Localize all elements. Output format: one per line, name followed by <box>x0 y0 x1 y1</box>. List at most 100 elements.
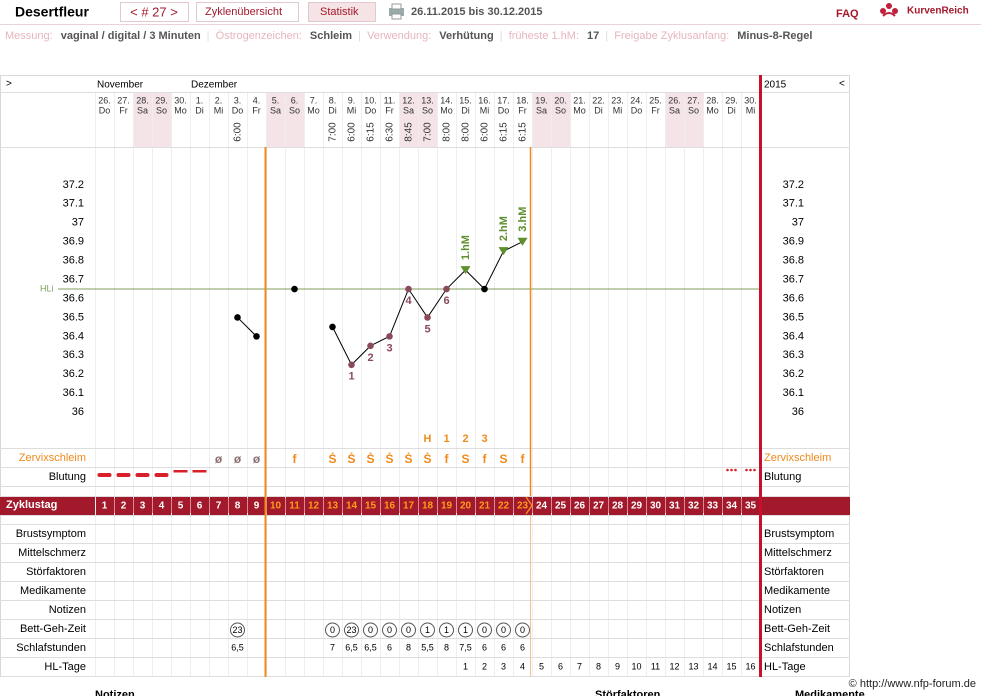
bed-time-circle <box>325 622 340 638</box>
row-label: Zyklustag <box>6 499 57 511</box>
measure-time: 6:30 <box>385 122 396 142</box>
measure-time: 6:15 <box>518 122 529 142</box>
bed-time: 23 <box>232 625 242 635</box>
bed-time-circle <box>439 622 454 638</box>
cycle-day: 35 <box>745 501 757 512</box>
mucus-symbol: ø <box>234 452 242 466</box>
mucus-symbol: f <box>521 452 526 466</box>
logo-text[interactable]: KurvenReich <box>907 6 969 17</box>
logo-dot <box>886 3 892 9</box>
bleeding-medium <box>173 470 188 473</box>
cycle-day: 21 <box>479 501 491 512</box>
bleeding-spot <box>730 468 733 472</box>
cycle-box[interactable] <box>120 2 189 22</box>
print-icon[interactable] <box>389 3 404 20</box>
tab-box[interactable] <box>196 2 299 22</box>
separator: | <box>207 30 210 42</box>
cycle-day: 20 <box>460 501 472 512</box>
day-weekday: Fr <box>518 105 527 115</box>
temperature-point <box>424 314 431 321</box>
mucus-symbol: Ṡ <box>347 451 355 466</box>
day-date: 15. <box>459 95 472 105</box>
bed-time-circle <box>420 622 435 638</box>
logo-icon[interactable] <box>880 3 898 17</box>
cycle-day: 25 <box>555 501 567 512</box>
month-label: November <box>97 80 144 91</box>
bed-time-circle <box>401 622 416 638</box>
day-weekday: Sa <box>137 105 148 115</box>
bleeding-spot <box>734 468 737 472</box>
y-tick-label: 37.2 <box>63 179 84 191</box>
temperature-point <box>386 333 393 340</box>
info-value: Verhütung <box>439 30 493 42</box>
user-name[interactable]: Desertfleur <box>15 4 89 20</box>
cycle-day: 4 <box>159 501 165 512</box>
y-tick-label: 36.8 <box>63 255 84 267</box>
day-weekday: Fr <box>385 105 394 115</box>
bleeding-marks <box>97 468 756 477</box>
bed-time: 0 <box>387 625 392 635</box>
day-weekday: So <box>422 105 433 115</box>
temperature-point <box>329 323 336 331</box>
mucus-symbol: f <box>483 452 488 466</box>
temperature-point <box>234 314 241 321</box>
bed-time: 1 <box>444 625 449 635</box>
tab[interactable]: Zyklenübersicht <box>205 6 282 18</box>
hl-label: HLi <box>40 283 54 293</box>
nav-next[interactable]: < <box>839 79 845 90</box>
cycle-day: 17 <box>403 501 415 512</box>
cycle-day: 30 <box>650 501 662 512</box>
y-tick-label-right: 36.7 <box>783 273 804 285</box>
hm-label: 2.hM <box>498 216 510 241</box>
cycle-day: 22 <box>498 501 510 512</box>
row-label-right: Medikamente <box>764 585 830 597</box>
cycle-day: 32 <box>688 501 700 512</box>
bed-time: 0 <box>501 625 506 635</box>
mucus-symbol: Ṡ <box>404 451 412 466</box>
year-label: 2015 <box>764 80 787 91</box>
row-label: Notizen <box>49 604 86 616</box>
measure-time: 7:00 <box>423 122 434 142</box>
day-date: 30. <box>744 95 757 105</box>
y-tick-label-right: 37 <box>792 217 804 229</box>
temperature-point <box>443 285 450 293</box>
day-weekday: Mo <box>706 105 719 115</box>
day-weekday: Do <box>99 105 111 115</box>
cycle-day: 12 <box>308 501 320 512</box>
day-date: 29. <box>725 95 738 105</box>
day-weekday: Mi <box>746 105 756 115</box>
y-tick-label-right: 36.8 <box>783 255 804 267</box>
mucus-symbol: ø <box>215 452 223 466</box>
cycle-day: 6 <box>197 501 203 512</box>
row-label-right: Blutung <box>764 471 801 483</box>
day-date: 26. <box>98 95 111 105</box>
day-weekday: Mo <box>174 105 187 115</box>
nav-prev[interactable]: > <box>6 79 12 90</box>
info-label: früheste 1.hM: <box>509 30 579 42</box>
day-date: 13. <box>421 95 434 105</box>
tab-box[interactable] <box>308 2 376 22</box>
cycle-day: 15 <box>365 501 377 512</box>
measure-time: 6:15 <box>366 122 377 142</box>
bed-time-circle <box>515 622 530 638</box>
cycle-day: 31 <box>669 501 681 512</box>
faq-link[interactable]: FAQ <box>836 8 859 20</box>
peak-marker: 1 <box>443 433 449 445</box>
day-weekday: Fr <box>252 105 261 115</box>
row-label: Bett-Geh-Zeit <box>20 623 86 635</box>
day-date: 12. <box>402 95 415 105</box>
tab[interactable]: Statistik <box>320 6 359 18</box>
sleep-hours: 6 <box>387 642 392 652</box>
cycle-day: 14 <box>346 501 358 512</box>
day-date: 28. <box>706 95 719 105</box>
bed-time: 1 <box>425 625 430 635</box>
row-label-right: Brustsymptom <box>764 528 834 540</box>
hl-day: 12 <box>669 661 679 671</box>
cycle-day: 16 <box>384 501 396 512</box>
period: 26.11.2015 bis 30.12.2015 <box>411 6 543 18</box>
row-label: HL-Tage <box>44 661 86 673</box>
cycle-nav[interactable]: < # 27 > <box>130 4 178 19</box>
bed-time-circle <box>363 622 378 638</box>
day-weekday: Mi <box>613 105 623 115</box>
